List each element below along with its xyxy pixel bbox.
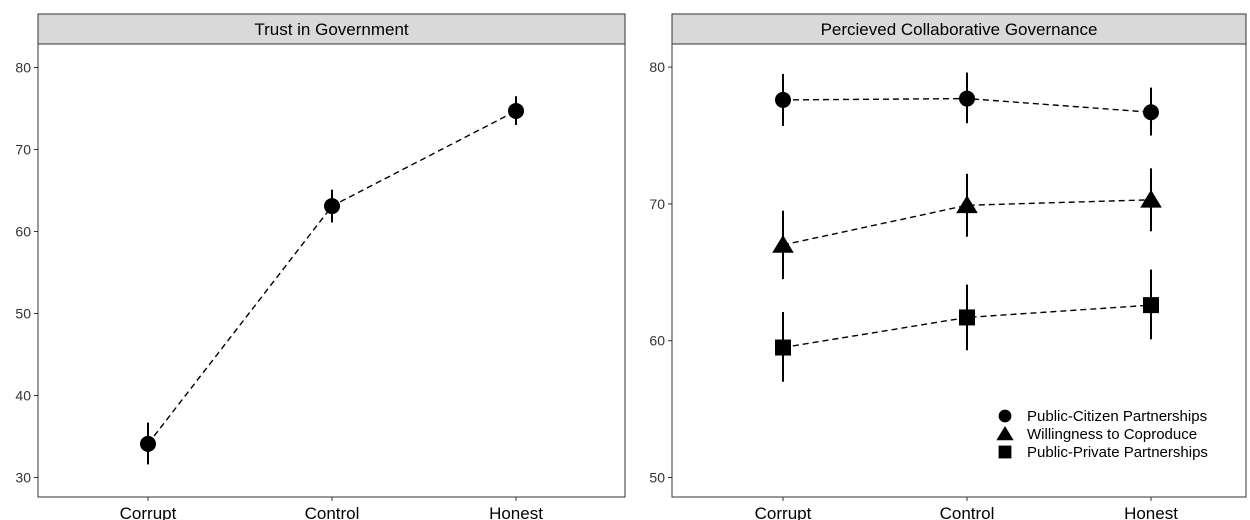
y-tick-label: 80 — [649, 59, 665, 75]
data-point — [140, 435, 156, 452]
data-point — [1143, 297, 1159, 314]
y-tick-label: 70 — [649, 196, 665, 212]
data-point — [1143, 104, 1159, 121]
series-1 — [140, 96, 524, 465]
series-3 — [775, 269, 1159, 382]
x-tick-label: Corrupt — [755, 504, 812, 520]
data-point — [772, 234, 794, 253]
legend-label: Public-Citizen Partnerships — [1027, 408, 1207, 425]
series-1 — [775, 72, 1159, 136]
panel-2: Percieved Collaborative Governance 50 60 70… — [649, 13, 1247, 520]
x-tick-label: Control — [940, 504, 995, 520]
y-tick-label: 50 — [15, 306, 31, 322]
x-tick-label: Honest — [489, 504, 543, 520]
legend-key — [996, 426, 1014, 441]
data-point — [775, 339, 791, 356]
y-tick-label: 40 — [15, 388, 31, 404]
series-2 — [772, 168, 1162, 280]
panel-title-strip — [671, 13, 1247, 45]
data-point — [508, 102, 524, 119]
legend-key — [998, 409, 1012, 423]
legend-marker — [996, 426, 1014, 441]
y-tick-label: 70 — [15, 142, 31, 158]
data-point — [959, 309, 975, 326]
data-point — [1140, 189, 1162, 208]
legend-key — [998, 445, 1012, 459]
y-tick-label: 60 — [15, 224, 31, 240]
data-point — [956, 195, 978, 214]
y-tick-label: 50 — [649, 470, 665, 486]
y-tick-label: 30 — [15, 470, 31, 486]
series-line — [147, 110, 517, 445]
y-tick-label: 80 — [15, 60, 31, 76]
y-tick-label: 60 — [649, 333, 665, 349]
data-point — [775, 91, 791, 108]
x-tick-label: Control — [305, 504, 360, 520]
legend-label: Public-Private Partnerships — [1027, 444, 1208, 461]
panel-title: Trust in Government — [254, 20, 409, 39]
x-tick-label: Corrupt — [120, 504, 177, 520]
series-line — [782, 199, 1152, 246]
legend-marker — [998, 445, 1012, 459]
legend-label: Willingness to Coproduce — [1027, 426, 1197, 443]
data-point — [324, 198, 340, 215]
plot-border — [37, 43, 626, 498]
legend-marker — [998, 409, 1012, 423]
panel-title-strip — [37, 13, 626, 45]
panel-1: Trust in Government 30 40 50 60 70 80 Corrupt Co… — [15, 13, 626, 520]
panel-title: Percieved Collaborative Governance — [821, 20, 1098, 39]
plot-border — [671, 43, 1247, 498]
series-line — [782, 304, 1152, 349]
data-point — [959, 90, 975, 107]
x-tick-label: Honest — [1124, 504, 1178, 520]
